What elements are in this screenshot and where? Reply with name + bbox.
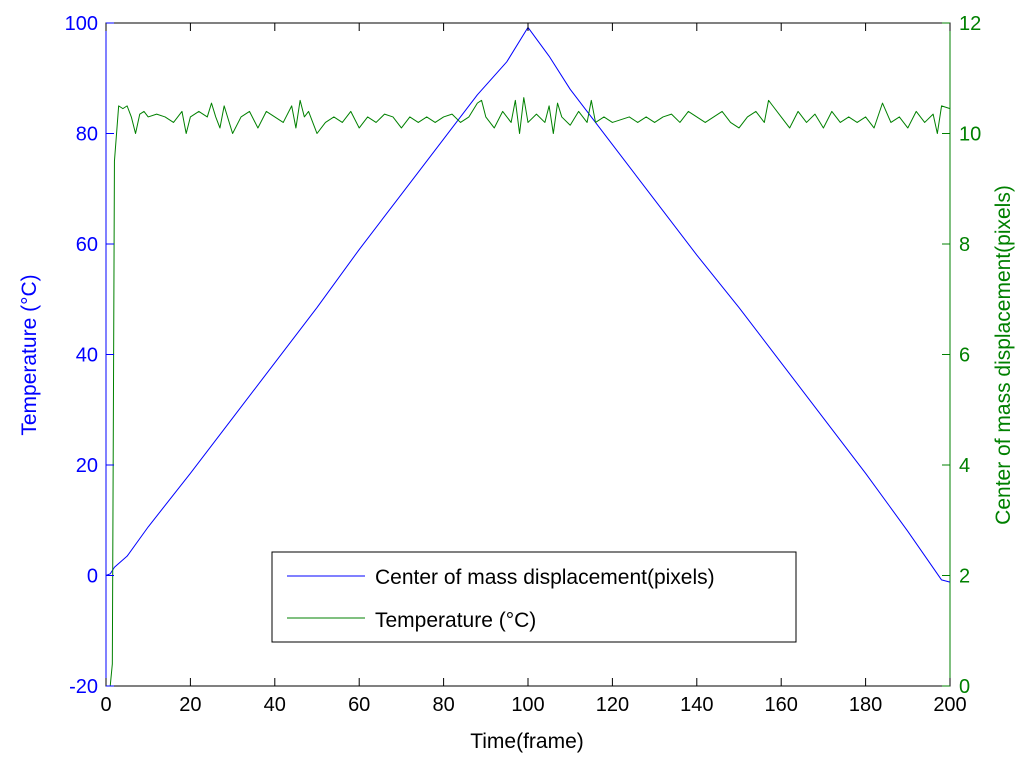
y-right-tick-label: 12 [959, 13, 981, 35]
y-left-tick-label: 80 [76, 124, 98, 146]
x-tick-label: 60 [348, 694, 370, 716]
x-tick-label: 160 [765, 694, 798, 716]
y-right-tick-label: 2 [959, 566, 970, 588]
y-right-axis-title: Center of mass displacement(pixels) [992, 185, 1015, 525]
x-tick-label: 200 [933, 694, 966, 716]
legend: Center of mass displacement(pixels) Temp… [271, 551, 797, 643]
legend-label-temperature: Temperature (°C) [375, 609, 536, 632]
y-right-tick-label: 6 [959, 345, 970, 367]
series-layer [105, 26, 951, 687]
y-left-tick-label: -20 [69, 676, 98, 698]
y-right-tick-label: 0 [959, 676, 970, 698]
series-line-temperature [106, 97, 951, 687]
x-tick-label: 20 [179, 694, 201, 716]
y-right-tick-label: 4 [959, 455, 970, 477]
x-tick-label: 80 [432, 694, 454, 716]
y-left-axis-title: Temperature (°C) [18, 274, 41, 435]
y-left-tick-label: 20 [76, 455, 98, 477]
x-axis-title: Time(frame) [470, 730, 584, 753]
series-line-displacement [105, 26, 951, 583]
legend-box [271, 551, 797, 643]
x-tick-label: 140 [680, 694, 713, 716]
x-tick-label: 40 [264, 694, 286, 716]
y-right-tick-label: 8 [959, 234, 970, 256]
x-tick-label: 0 [100, 694, 111, 716]
x-tick-label: 180 [849, 694, 882, 716]
y-left-tick-label: 100 [65, 13, 98, 35]
y-left-tick-label: 60 [76, 234, 98, 256]
x-tick-label: 120 [596, 694, 629, 716]
ticks-layer: 0 20 40 60 80 100 120 140 160 180 200-200204060801… [65, 13, 982, 716]
y-left-tick-label: 40 [76, 345, 98, 367]
legend-label-displacement: Center of mass displacement(pixels) [375, 566, 715, 589]
x-tick-label: 100 [511, 694, 544, 716]
y-left-tick-label: 0 [87, 566, 98, 588]
y-right-tick-label: 10 [959, 124, 981, 146]
